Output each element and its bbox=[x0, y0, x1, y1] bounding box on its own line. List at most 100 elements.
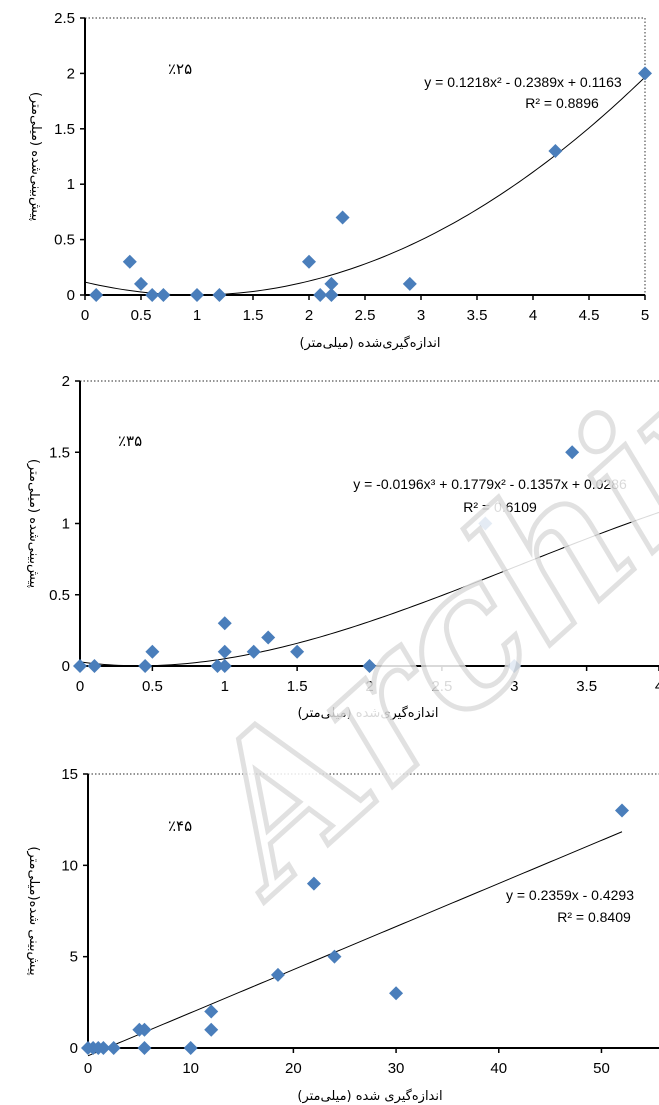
data-point bbox=[324, 276, 339, 291]
data-point bbox=[89, 288, 104, 302]
percent-label: ٪۳۵ bbox=[118, 432, 142, 450]
data-point bbox=[134, 276, 148, 291]
x-tick-label: 0.5 bbox=[142, 678, 163, 695]
trendline bbox=[79, 511, 659, 667]
x-tick-label: 0 bbox=[81, 307, 89, 324]
data-point bbox=[212, 288, 227, 302]
y-tick-label: 0.5 bbox=[54, 232, 75, 249]
data-point bbox=[137, 1041, 152, 1055]
data-point bbox=[138, 659, 153, 673]
data-point bbox=[335, 210, 350, 225]
x-tick-label: 2.5 bbox=[355, 307, 376, 324]
data-point bbox=[122, 254, 137, 269]
percent-label: ٪۲۵ bbox=[168, 60, 192, 78]
r-squared-label: R² = 0.8409 bbox=[557, 909, 631, 925]
trendline-equation: y = 0.1218x² - 0.2389x + 0.1163 bbox=[424, 74, 622, 90]
x-tick-label: 50 bbox=[593, 1060, 610, 1077]
x-tick-label: 5 bbox=[641, 307, 649, 324]
x-tick-label: 2 bbox=[365, 678, 373, 695]
x-tick-label: 1.5 bbox=[287, 678, 308, 695]
chart-1: 0 0.5 1 1.5 2 2.5 3 3.5 4 4.5 5 0 0.5 1 1.5 2 2.5 ٪۲۵ y = … bbox=[28, 10, 652, 351]
y-axis-title: پیش‌بینی‌شده (میلی‌متر) bbox=[28, 92, 43, 222]
x-tick-label: 1.5 bbox=[243, 307, 264, 324]
data-point bbox=[156, 288, 171, 302]
data-point bbox=[290, 644, 305, 659]
x-tick-label: 30 bbox=[388, 1060, 405, 1077]
charts-layer: 0 0.5 1 1.5 2 2.5 3 3.5 4 4.5 500.511.522.5٪۲۵y = … bbox=[26, 10, 659, 1104]
y-tick-label: 15 bbox=[61, 766, 78, 783]
x-tick-label: 0.5 bbox=[131, 307, 152, 324]
data-point bbox=[507, 659, 522, 673]
y-tick-label: 0 bbox=[62, 658, 70, 675]
x-tick-label: 2 bbox=[305, 307, 313, 324]
x-tick-label: 10 bbox=[182, 1060, 199, 1077]
chart-2: 0 0.5 1 1.5 2 2.5 3 3.5 4 0 0.5 1 1.5 2 ٪۳۵ y = -0.0196… bbox=[26, 373, 659, 721]
data-point bbox=[362, 659, 377, 673]
r-squared-label: R² = 0.8896 bbox=[525, 95, 599, 111]
data-point bbox=[402, 276, 417, 291]
x-axis-title: اندازه‌گیری شده (میلی‌متر) bbox=[297, 1088, 442, 1104]
y-tick-label: 5 bbox=[70, 949, 78, 966]
r-squared-label: R² = 0.6109 bbox=[463, 499, 537, 515]
data-point bbox=[217, 644, 232, 659]
trendline-equation: y = -0.0196x³ + 0.1779x² - 0.1357x + 0.0… bbox=[353, 476, 627, 492]
x-axis-title: اندازه‌گیری‌شده (میلی‌متر) bbox=[297, 705, 438, 721]
y-axis-title: پیش‌بینی شده(میلی‌متر) bbox=[26, 846, 41, 976]
data-point bbox=[137, 1022, 152, 1037]
y-tick-label: 1.5 bbox=[54, 121, 75, 138]
y-tick-label: 0 bbox=[67, 287, 75, 304]
data-point bbox=[270, 967, 285, 982]
y-tick-label: 10 bbox=[61, 857, 78, 874]
data-point bbox=[324, 288, 339, 302]
data-point bbox=[145, 644, 160, 659]
x-tick-label: 1 bbox=[221, 678, 229, 695]
percent-label: ٪۴۵ bbox=[168, 817, 192, 835]
data-point bbox=[246, 644, 261, 659]
y-axis-title: پیش‌بینی‌شده (میلی‌متر) bbox=[26, 459, 41, 589]
data-point bbox=[204, 1004, 219, 1019]
trendline bbox=[84, 76, 646, 296]
y-tick-label: 1 bbox=[67, 176, 75, 193]
x-tick-label: 1 bbox=[193, 307, 201, 324]
y-tick-label: 2 bbox=[62, 373, 70, 390]
x-tick-label: 40 bbox=[490, 1060, 507, 1077]
data-point bbox=[190, 288, 204, 302]
data-point bbox=[261, 630, 276, 645]
x-tick-label: 3.5 bbox=[576, 678, 597, 695]
data-point bbox=[145, 288, 160, 302]
data-point bbox=[217, 659, 232, 673]
data-point bbox=[615, 803, 629, 818]
x-tick-label: 4.5 bbox=[579, 307, 600, 324]
x-tick-label: 0 bbox=[76, 678, 84, 695]
data-point bbox=[87, 659, 102, 673]
data-point bbox=[302, 254, 316, 269]
data-point bbox=[210, 659, 225, 673]
x-tick-label: 4 bbox=[529, 307, 537, 324]
data-point bbox=[565, 445, 580, 460]
data-point bbox=[313, 288, 328, 302]
y-tick-label: 1.5 bbox=[49, 444, 70, 461]
y-tick-label: 0 bbox=[70, 1040, 78, 1057]
x-tick-label: 4 bbox=[655, 678, 659, 695]
data-point bbox=[96, 1041, 111, 1055]
data-point bbox=[638, 66, 652, 81]
x-tick-label: 0 bbox=[84, 1060, 92, 1077]
x-tick-label: 3 bbox=[510, 678, 518, 695]
data-point bbox=[327, 949, 342, 964]
data-point bbox=[548, 143, 563, 158]
data-point bbox=[73, 659, 87, 673]
y-tick-label: 2.5 bbox=[54, 10, 75, 27]
y-tick-label: 1 bbox=[62, 516, 70, 533]
x-tick-label: 3 bbox=[417, 307, 425, 324]
data-point bbox=[306, 876, 321, 891]
data-point bbox=[217, 616, 232, 631]
data-point bbox=[106, 1041, 121, 1055]
data-point bbox=[183, 1041, 198, 1055]
data-point bbox=[389, 986, 404, 1001]
trendline bbox=[87, 831, 623, 1057]
data-point bbox=[204, 1022, 219, 1037]
y-tick-label: 0.5 bbox=[49, 587, 70, 604]
watermark-text: Archive of SID bbox=[145, 0, 659, 936]
trendline-equation: y = 0.2359x - 0.4293 bbox=[506, 887, 634, 903]
